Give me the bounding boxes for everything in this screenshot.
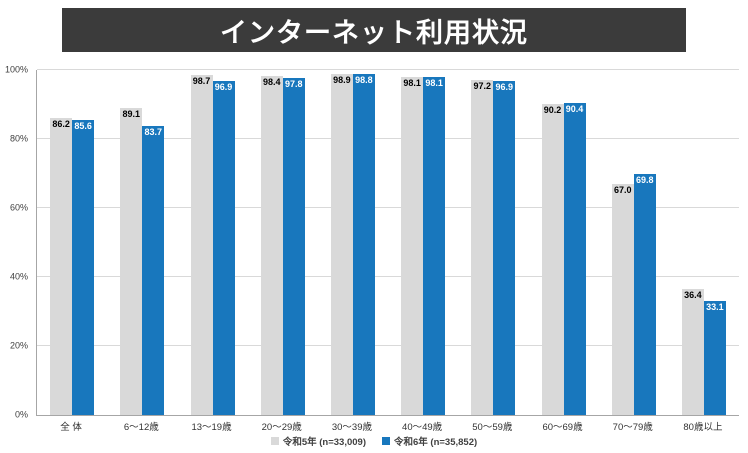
bar-series-0: 89.1 xyxy=(120,107,143,415)
bar-series-0: 36.4 xyxy=(681,289,704,415)
bar-value-label: 97.2 xyxy=(473,80,492,91)
bar-value-label: 96.9 xyxy=(495,81,514,92)
bar-value-label: 98.4 xyxy=(262,76,281,87)
legend-item-series-0: 令和5年 (n=33,009) xyxy=(270,434,366,448)
bar-series-1: 97.8 xyxy=(282,77,305,415)
bar-value-label: 90.4 xyxy=(565,104,584,115)
gridline xyxy=(37,276,739,277)
bar-value-label: 98.9 xyxy=(333,74,351,85)
bar-value-label: 90.2 xyxy=(543,104,562,115)
bar-value-label: 96.9 xyxy=(214,81,233,92)
bar-series-1: 90.4 xyxy=(563,103,586,415)
bar-group: 90.2 90.4 xyxy=(528,70,598,415)
legend-swatch-icon xyxy=(270,437,279,445)
legend-swatch-icon xyxy=(382,437,390,445)
bar-value-label: 36.4 xyxy=(684,290,702,301)
y-axis-tick-label: 0% xyxy=(14,409,28,420)
x-axis-category-label: 13〜19歳 xyxy=(191,422,232,433)
bar-value-label: 98.8 xyxy=(355,75,373,86)
bar-series-1: 33.1 xyxy=(703,300,726,415)
plot-area: 86.2 85.6 89.1 83.7 98.7 96.9 98.4 97.8 98.9 98.8… xyxy=(36,69,739,416)
y-axis-tick-label: 100% xyxy=(4,64,28,75)
bar-series-0: 98.9 xyxy=(330,73,353,415)
legend-label: 令和5年 (n=33,009) xyxy=(282,437,366,448)
gridline xyxy=(37,207,739,208)
bar-group: 98.1 98.1 xyxy=(388,70,458,415)
bar-series-1: 69.8 xyxy=(633,174,656,415)
chart-title-text: インターネット利用状況 xyxy=(220,17,528,48)
bar-value-label: 33.1 xyxy=(706,301,724,312)
gridline xyxy=(37,138,739,139)
x-axis-category-label: 50〜59歳 xyxy=(472,422,513,433)
y-axis: 100% 80% 60% 40% 20% 0% xyxy=(0,65,33,419)
bar-value-label: 67.0 xyxy=(613,184,632,195)
bar-series-0: 90.2 xyxy=(541,103,564,415)
x-axis-category-label: 60〜69歳 xyxy=(542,422,583,433)
x-axis-category-label: 30〜39歳 xyxy=(331,422,372,433)
bar-group: 98.7 96.9 xyxy=(177,70,247,415)
gridline xyxy=(37,69,739,70)
bar-value-label: 89.1 xyxy=(122,108,141,119)
chart-title-banner: インターネット利用状況 xyxy=(62,8,686,52)
x-axis-category-label: 20〜29歳 xyxy=(261,422,302,433)
x-axis-category-label: 40〜49歳 xyxy=(402,422,443,433)
bars-container: 86.2 85.6 89.1 83.7 98.7 96.9 98.4 97.8 98.9 98.8… xyxy=(37,70,739,415)
bar-series-0: 98.4 xyxy=(260,75,283,415)
legend-item-series-1: 令和6年 (n=35,852) xyxy=(382,434,477,448)
bar-group: 89.1 83.7 xyxy=(107,70,177,415)
bar-value-label: 85.6 xyxy=(74,120,92,131)
bar-value-label: 98.1 xyxy=(403,77,421,88)
x-axis-category-label: 全 体 xyxy=(60,422,82,433)
bar-series-0: 67.0 xyxy=(611,183,634,415)
bar-series-0: 98.1 xyxy=(401,76,424,415)
bar-group: 36.4 33.1 xyxy=(669,70,739,415)
y-axis-tick-label: 80% xyxy=(9,133,28,144)
legend-label: 令和6年 (n=35,852) xyxy=(394,437,478,448)
bar-value-label: 98.1 xyxy=(425,77,443,88)
bar-series-0: 86.2 xyxy=(50,117,73,415)
y-axis-tick-label: 60% xyxy=(9,202,28,213)
x-axis-labels: 全 体 6〜12歳 13〜19歳 20〜29歳 30〜39歳 40〜49歳 50〜59歳 60… xyxy=(36,419,738,433)
bar-series-1: 96.9 xyxy=(212,80,235,415)
bar-series-1: 98.1 xyxy=(423,76,446,415)
bar-group: 98.4 97.8 xyxy=(248,70,318,415)
bar-series-0: 97.2 xyxy=(471,79,494,415)
x-axis-category-label: 80歳以上 xyxy=(683,422,723,433)
x-axis-category-label: 70〜79歳 xyxy=(612,422,653,433)
bar-series-1: 98.8 xyxy=(352,74,375,415)
chart-legend: 令和5年 (n=33,009) 令和6年 (n=35,852) xyxy=(0,434,748,448)
bar-value-label: 83.7 xyxy=(144,127,163,138)
y-axis-tick-label: 40% xyxy=(9,271,28,282)
bar-group: 67.0 69.8 xyxy=(599,70,669,415)
bar-value-label: 97.8 xyxy=(284,78,303,89)
bar-group: 98.9 98.8 xyxy=(318,70,388,415)
bar-series-1: 85.6 xyxy=(72,119,95,415)
gridline xyxy=(37,345,739,346)
y-axis-tick-label: 20% xyxy=(9,340,28,351)
bar-group: 86.2 85.6 xyxy=(37,70,107,415)
bar-group: 97.2 96.9 xyxy=(458,70,528,415)
bar-series-1: 83.7 xyxy=(142,126,165,415)
bar-series-1: 96.9 xyxy=(493,80,516,415)
bar-series-0: 98.7 xyxy=(190,74,213,415)
bar-value-label: 86.2 xyxy=(52,118,70,129)
bar-value-label: 69.8 xyxy=(635,175,654,186)
x-axis-category-label: 6〜12歳 xyxy=(123,422,159,433)
bar-value-label: 98.7 xyxy=(192,75,211,86)
